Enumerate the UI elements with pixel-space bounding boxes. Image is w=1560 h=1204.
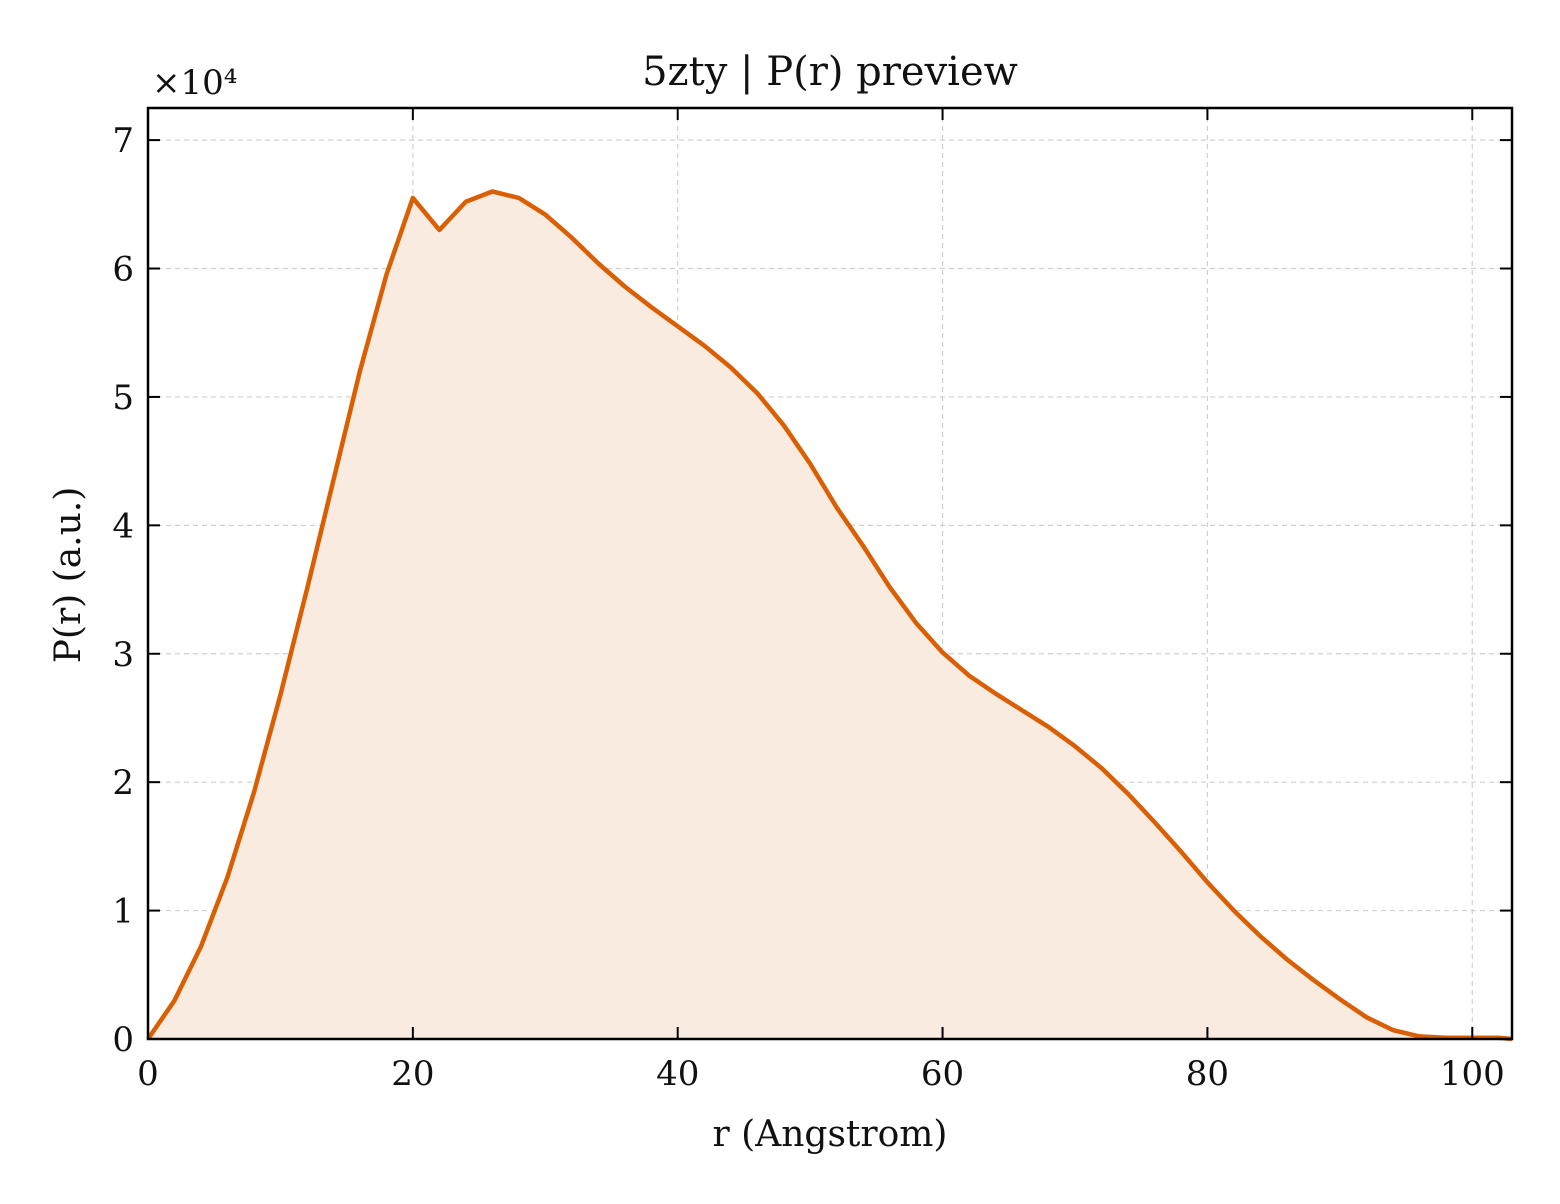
x-tick-label: 20 [391, 1054, 434, 1094]
y-tick-label: 7 [112, 121, 134, 161]
x-tick-label: 40 [656, 1054, 699, 1094]
y-axis-label: P(r) (a.u.) [48, 487, 89, 664]
y-tick-label: 6 [112, 250, 134, 290]
x-tick-label: 0 [137, 1054, 159, 1094]
x-tick-label: 80 [1186, 1054, 1229, 1094]
x-tick-label: 100 [1440, 1054, 1505, 1094]
y-tick-label: 4 [112, 506, 134, 546]
series-line [146, 189, 1513, 1042]
y-tick-label: 3 [112, 635, 134, 675]
y-tick-label: 2 [112, 763, 134, 803]
x-tick-label: 60 [921, 1054, 964, 1094]
plot-frame [146, 106, 1514, 1041]
y-tick-label: 0 [112, 1020, 134, 1060]
y-tick-label: 5 [112, 378, 134, 418]
chart-title: 5zty | P(r) preview [642, 49, 1018, 95]
x-axis-label: r (Angstrom) [713, 1114, 948, 1155]
axis-ticks: 0 20 40 60 80 100 0 1 2 3 4 5 6 7 [112, 108, 1512, 1094]
area-fill [148, 191, 1512, 1040]
y-tick-label: 1 [112, 892, 134, 932]
y-axis-multiplier: ×10⁴ [152, 63, 237, 103]
